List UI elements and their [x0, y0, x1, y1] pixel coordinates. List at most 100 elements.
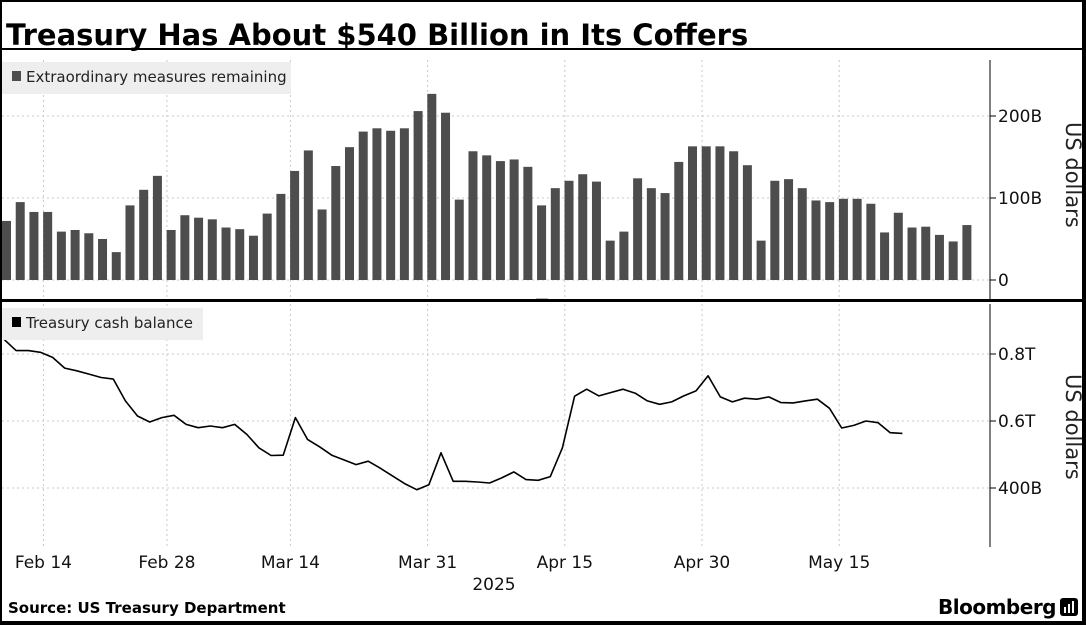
- bar: [647, 188, 656, 280]
- bar: [962, 225, 971, 280]
- bar: [811, 200, 820, 280]
- bar: [153, 176, 162, 280]
- bar: [359, 132, 368, 280]
- bar: [921, 227, 930, 280]
- x-tick-label: Apr 15: [537, 553, 593, 573]
- x-tick-label: Mar 31: [398, 553, 457, 573]
- x-tick-label: Feb 14: [15, 553, 72, 573]
- bar: [414, 111, 423, 280]
- bar: [455, 200, 464, 280]
- y-axis-title: US dollars: [1061, 122, 1082, 228]
- bar: [606, 241, 615, 280]
- bar: [496, 161, 505, 280]
- x-tick-label: May 15: [808, 553, 870, 573]
- bar: [139, 190, 148, 280]
- bar: [331, 166, 340, 280]
- bar: [551, 188, 560, 280]
- bar: [84, 233, 93, 280]
- bar: [468, 151, 477, 280]
- bar: [98, 239, 107, 280]
- bar: [757, 241, 766, 280]
- bar: [935, 235, 944, 280]
- bar: [702, 146, 711, 280]
- x-tick-label: Apr 30: [674, 553, 730, 573]
- bar: [894, 213, 903, 280]
- x-year-label: 2025: [472, 575, 515, 595]
- bar: [194, 218, 203, 280]
- y-tick-label: 400B: [998, 479, 1042, 499]
- bar: [290, 171, 299, 280]
- bar: [222, 228, 231, 280]
- bar: [743, 165, 752, 280]
- bar: [729, 151, 738, 280]
- bar: [825, 202, 834, 280]
- bar: [565, 181, 574, 280]
- bar: [57, 232, 66, 280]
- bar: [798, 188, 807, 280]
- bar: [276, 194, 285, 280]
- bar: [386, 131, 395, 280]
- x-tick-label: Feb 28: [138, 553, 195, 573]
- bar: [318, 209, 327, 280]
- source-note: Source: US Treasury Department: [8, 599, 286, 617]
- y-tick-label: 0.8T: [998, 345, 1036, 365]
- y-tick-label: 200B: [998, 107, 1042, 127]
- bar: [16, 202, 25, 280]
- y-tick-label: 0: [998, 271, 1009, 291]
- bar: [853, 199, 862, 280]
- bar: [400, 128, 409, 280]
- bar: [482, 155, 491, 280]
- panel-separator: [2, 299, 1082, 302]
- legend-label: Treasury cash balance: [25, 314, 193, 332]
- bar: [510, 159, 519, 280]
- bar: [208, 219, 217, 280]
- bar: [43, 212, 52, 280]
- bar: [715, 146, 724, 280]
- panel-handle-icon: [536, 298, 548, 299]
- y-axis-title: US dollars: [1061, 374, 1082, 480]
- bar: [29, 212, 38, 280]
- bar: [167, 230, 176, 280]
- x-tick-label: Mar 14: [261, 553, 320, 573]
- legend-bars: Extraordinary measures remaining: [2, 62, 291, 94]
- bar: [633, 178, 642, 280]
- brand-logo: Bloomberg: [938, 595, 1056, 619]
- bar: [112, 252, 121, 280]
- bar: [263, 214, 272, 280]
- bar: [235, 229, 244, 280]
- bar: [441, 113, 450, 280]
- legend-label: Extraordinary measures remaining: [26, 68, 287, 86]
- bar: [578, 174, 587, 280]
- bloomberg-terminal-icon: [1060, 598, 1078, 616]
- legend-swatch: [12, 317, 21, 327]
- legend-line: Treasury cash balance: [2, 308, 203, 340]
- bar: [2, 221, 11, 280]
- bar: [908, 228, 917, 280]
- legend-swatch: [12, 71, 21, 81]
- bar: [784, 179, 793, 280]
- bar: [866, 204, 875, 280]
- y-tick-label: 100B: [998, 189, 1042, 209]
- bar: [537, 205, 546, 280]
- bar: [125, 205, 134, 280]
- y-tick-label: 0.6T: [998, 412, 1036, 432]
- bar: [71, 230, 80, 280]
- bar: [661, 193, 670, 280]
- bar: [304, 150, 313, 280]
- bar: [372, 128, 381, 280]
- bar: [770, 181, 779, 280]
- bar: [249, 236, 258, 280]
- bar: [523, 167, 532, 280]
- bar: [688, 146, 697, 280]
- bar: [592, 182, 601, 280]
- bar: [619, 232, 628, 280]
- bar: [880, 232, 889, 280]
- bar: [427, 94, 436, 280]
- cash-balance-line: [4, 339, 902, 489]
- bar: [180, 215, 189, 280]
- bar: [839, 199, 848, 280]
- bar: [345, 147, 354, 280]
